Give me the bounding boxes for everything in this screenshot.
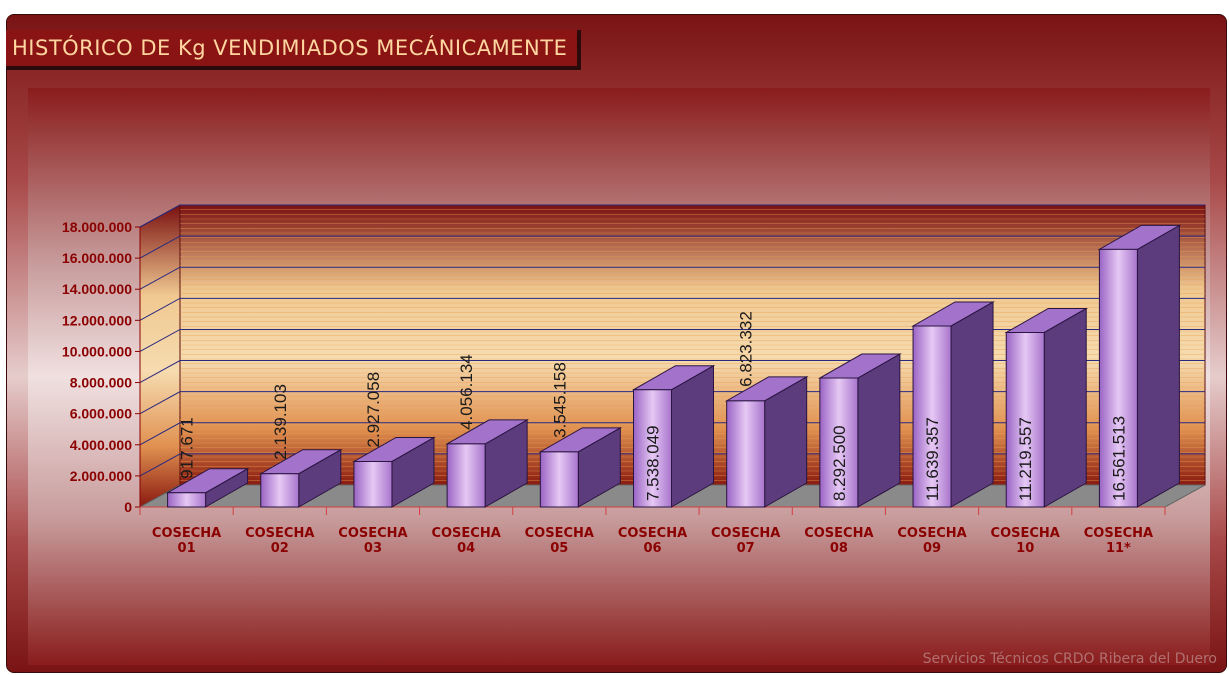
bar-front <box>633 389 672 508</box>
value-label: 8.292.500 <box>830 425 849 501</box>
bar-side <box>1136 224 1180 508</box>
bar-side <box>1043 307 1087 508</box>
bar <box>352 436 436 508</box>
y-tick-label: 10.000.000 <box>62 343 132 359</box>
bar-front <box>353 460 393 508</box>
bar <box>817 353 902 508</box>
bar-side <box>857 353 901 508</box>
y-tick-label: 14.000.000 <box>62 281 132 297</box>
y-tick-label: 8.000.000 <box>70 375 132 391</box>
y-tick-label: 2.000.000 <box>70 468 132 484</box>
footer: Servicios Técnicos CRDO Ribera del Duero <box>922 651 1217 667</box>
x-tick-label: COSECHA 05 <box>524 526 594 556</box>
value-label: 16.561.513 <box>1109 416 1128 501</box>
value-label: 3.545.158 <box>550 362 569 438</box>
y-tick-label: 6.000.000 <box>70 406 132 422</box>
bar <box>1097 224 1182 508</box>
chart-title: HISTÓRICO DE Kg VENDIMIADOS MECÁNICAMENT… <box>6 30 582 70</box>
bar-side <box>671 364 714 508</box>
bar <box>258 448 343 508</box>
bar-front <box>260 473 300 508</box>
bar-side <box>950 301 994 508</box>
x-tick-label: COSECHA 06 <box>617 526 688 556</box>
bar-front <box>446 443 486 508</box>
grid-line <box>139 266 1205 290</box>
value-label: 7.538.049 <box>644 425 663 501</box>
y-tick-label: 18.000.000 <box>62 219 132 235</box>
value-label: 2.927.058 <box>364 372 383 448</box>
side-wall <box>139 204 181 508</box>
x-tick-label: COSECHA 03 <box>338 526 408 556</box>
bar-front <box>539 451 579 508</box>
y-tick-label: 12.000.000 <box>62 312 132 328</box>
y-tick-label: 4.000.000 <box>70 437 132 453</box>
grid-line <box>139 328 1205 352</box>
grid-line <box>139 235 1205 259</box>
bar-front <box>1098 248 1138 508</box>
bar <box>165 467 250 508</box>
bar-front <box>726 400 766 508</box>
grid-line <box>139 297 1205 321</box>
bar <box>631 364 716 508</box>
value-label: 6.823.332 <box>737 311 756 387</box>
bar-front <box>912 325 952 508</box>
x-tick-label: COSECHA 08 <box>804 526 874 556</box>
bar-front <box>167 492 207 508</box>
x-tick-label: COSECHA 02 <box>245 526 315 556</box>
x-tick-label: COSECHA 10 <box>990 526 1060 556</box>
value-label: 11.639.357 <box>923 417 942 501</box>
value-label: 917.671 <box>178 417 197 478</box>
bar <box>538 426 623 508</box>
y-tick-label: 16.000.000 <box>62 250 132 266</box>
bar <box>445 419 530 508</box>
bar <box>1004 307 1089 508</box>
grid-line <box>139 204 1205 228</box>
bar-front <box>819 377 859 508</box>
value-label: 4.056.134 <box>457 354 476 430</box>
bar-front <box>1005 331 1045 508</box>
x-tick-label: COSECHA 09 <box>897 526 967 556</box>
bar <box>911 301 995 508</box>
x-tick-label: COSECHA 01 <box>151 526 222 556</box>
bar <box>724 375 809 508</box>
value-label: 2.139.103 <box>271 384 290 460</box>
x-tick-label: COSECHA 07 <box>711 526 781 556</box>
y-tick-label: 0 <box>124 499 132 515</box>
value-label: 11.219.557 <box>1016 417 1035 501</box>
x-tick-label: COSECHA 11* <box>1083 526 1154 556</box>
x-tick-label: COSECHA 04 <box>431 526 501 556</box>
